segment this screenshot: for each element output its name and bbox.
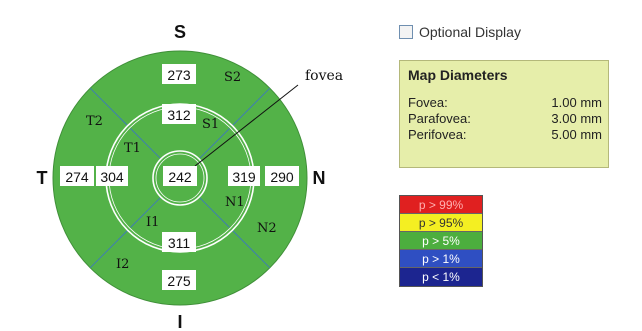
sector-label-t1: T1 bbox=[124, 141, 141, 156]
value-i1: 311 bbox=[168, 235, 191, 251]
sector-divider bbox=[225, 87, 271, 133]
value-box-t1: 304 bbox=[96, 166, 128, 186]
map-diameter-value: 3.00 mm bbox=[551, 111, 602, 126]
orientation-superior: S bbox=[174, 22, 186, 42]
map-diameters-panel: Map Diameters Fovea: 1.00 mm Parafovea: … bbox=[399, 60, 609, 168]
value-t1: 304 bbox=[100, 169, 124, 185]
sector-divider bbox=[89, 87, 135, 133]
optional-display-toggle[interactable]: Optional Display bbox=[399, 24, 521, 40]
sector-divider bbox=[225, 223, 271, 269]
map-diameter-row: Parafovea: 3.00 mm bbox=[408, 111, 602, 127]
value-box-n2: 290 bbox=[265, 166, 299, 186]
map-diameter-value: 1.00 mm bbox=[551, 95, 602, 110]
significance-legend: p > 99% p > 95% p > 5% p > 1% p < 1% bbox=[399, 195, 483, 287]
value-box-t2: 274 bbox=[60, 166, 94, 186]
value-t2: 274 bbox=[65, 169, 89, 185]
value-box-s1: 312 bbox=[162, 104, 196, 124]
sector-label-t2: T2 bbox=[86, 114, 103, 129]
legend-row-p1: p > 1% bbox=[400, 250, 482, 268]
legend-row-p99: p > 99% bbox=[400, 196, 482, 214]
macular-thickness-map: fovea S I T N S2 S1 T2 T1 N1 N2 I1 I2 27… bbox=[37, 22, 344, 331]
value-box-n1: 319 bbox=[228, 166, 260, 186]
optional-display-label: Optional Display bbox=[419, 24, 521, 40]
sector-label-n1: N1 bbox=[225, 195, 245, 210]
sector-label-i2: I2 bbox=[116, 257, 129, 272]
value-s1: 312 bbox=[167, 107, 191, 123]
orientation-temporal: T bbox=[37, 168, 48, 188]
sector-label-i1: I1 bbox=[146, 215, 159, 230]
optional-display-checkbox[interactable] bbox=[399, 25, 413, 39]
legend-row-plt1: p < 1% bbox=[400, 268, 482, 286]
map-diameter-label: Fovea: bbox=[408, 95, 448, 110]
legend-row-p5: p > 5% bbox=[400, 232, 482, 250]
value-n2: 290 bbox=[270, 169, 294, 185]
sector-divider bbox=[130, 197, 161, 228]
sector-divider bbox=[130, 128, 161, 159]
fovea-pointer bbox=[194, 84, 299, 167]
value-n1: 319 bbox=[232, 169, 256, 185]
sector-label-s1: S1 bbox=[202, 117, 219, 132]
orientation-nasal: N bbox=[313, 168, 326, 188]
fovea-annotation: fovea bbox=[305, 68, 343, 84]
value-box-i1: 311 bbox=[162, 232, 196, 252]
value-box-i2: 275 bbox=[162, 270, 196, 290]
map-diameter-label: Parafovea: bbox=[408, 111, 471, 126]
value-s2: 273 bbox=[167, 67, 191, 83]
map-diameters-title: Map Diameters bbox=[408, 67, 508, 83]
orientation-inferior: I bbox=[177, 312, 182, 331]
value-box-center: 242 bbox=[163, 166, 197, 186]
map-diameter-label: Perifovea: bbox=[408, 127, 467, 142]
value-box-s2: 273 bbox=[162, 64, 196, 84]
sector-divider bbox=[199, 128, 230, 159]
value-center: 242 bbox=[168, 169, 192, 185]
map-diameter-row: Perifovea: 5.00 mm bbox=[408, 127, 602, 143]
legend-row-p95: p > 95% bbox=[400, 214, 482, 232]
sector-label-n2: N2 bbox=[257, 221, 277, 236]
sector-divider bbox=[199, 197, 230, 228]
map-diameter-row: Fovea: 1.00 mm bbox=[408, 95, 602, 111]
sector-divider bbox=[89, 223, 135, 269]
sector-label-s2: S2 bbox=[224, 70, 241, 85]
value-i2: 275 bbox=[167, 273, 191, 289]
map-diameter-value: 5.00 mm bbox=[551, 127, 602, 142]
